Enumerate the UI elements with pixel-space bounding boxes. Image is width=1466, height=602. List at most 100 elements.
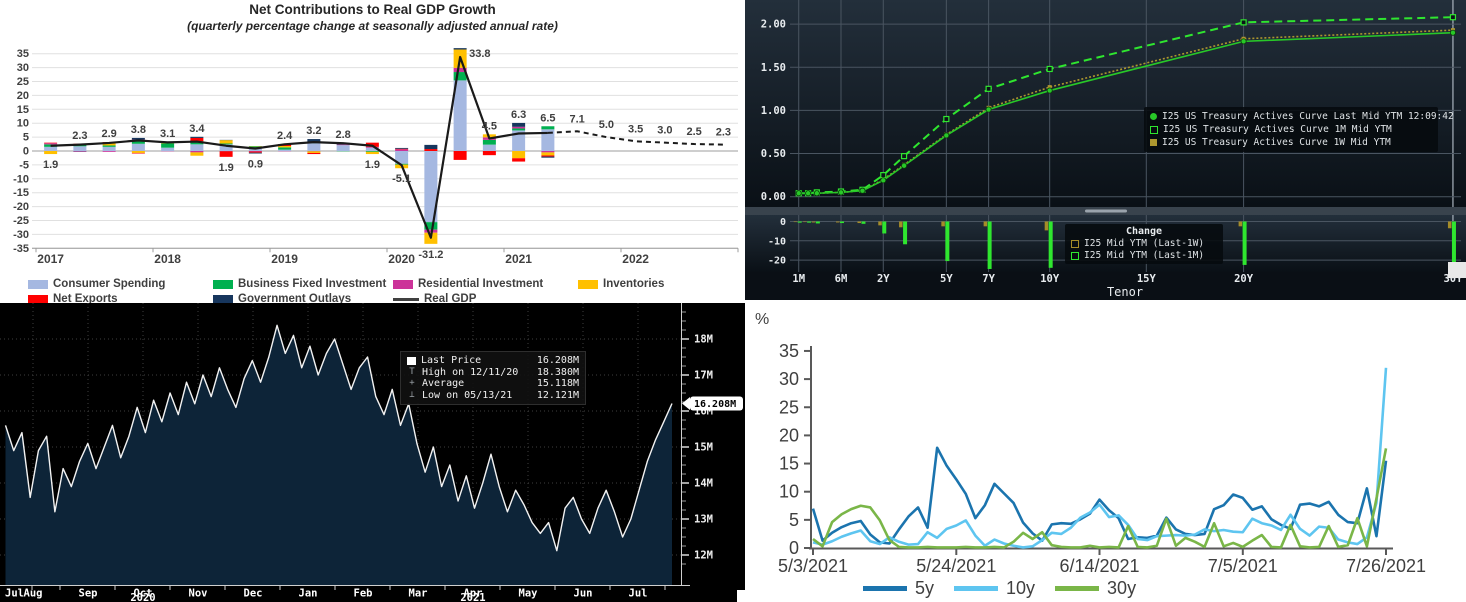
price-legend-value: 18.380M [536, 366, 579, 378]
gdp-chart-title: Net Contributions to Real GDP Growth [249, 2, 496, 17]
volume-bottom-axis[interactable]: Jul Aug Sep Oct Nov Dec Jan Feb Mar Apr May Jun Jul2… [0, 585, 690, 602]
volume-month-tick: Jul [629, 588, 648, 600]
volume-month-tick: Apr [464, 588, 483, 600]
curve-legend-row[interactable]: I25 US Treasury Actives Curve Last Mid Y… [1150, 110, 1454, 123]
price-legend-row: Last Price 16.208M [407, 355, 579, 367]
curve-legend-box[interactable]: I25 US Treasury Actives Curve Last Mid Y… [1144, 107, 1454, 152]
gdp-data-labels: 1.9 2.3 2.9 3.8 3.1 3.4 1.9 0.9 2.4 3.2 2.8 1.9 -5.1… [43, 48, 731, 261]
tails-legend-label: 10y [1006, 578, 1036, 598]
real-gdp-forecast-line [547, 130, 724, 146]
tenor-tick: 10Y [1040, 273, 1060, 285]
gdp-y-tick: 30 [17, 62, 29, 74]
change-legend-row[interactable]: I25 Mid YTM (Last-1W) [1071, 238, 1217, 250]
legend-item-inventories: Inventories [578, 278, 728, 290]
average-marker-icon: + [409, 378, 415, 388]
legend-item-government-outlays: Government Outlays [213, 293, 393, 303]
tails-x-tick: 5/24/2021 [916, 556, 996, 576]
price-legend-row: T High on 12/11/20 18.380M [407, 367, 579, 379]
tenor-tick: 20Y [1234, 273, 1254, 285]
tenor-axis-label: Tenor [1107, 285, 1143, 299]
gdp-y-tick: 5 [23, 132, 29, 144]
hollow-square-marker-icon [1071, 240, 1079, 248]
filled-square-marker-icon [1150, 139, 1157, 146]
volume-month-tick: Jun [574, 588, 593, 600]
tails-y-tick: 30 [779, 369, 799, 389]
gdp-chart-svg: 35 30 25 20 15 10 5 0-5 -10 -15 -20 -25 -30 -35 2017 20… [13, 48, 739, 266]
series-swatch [393, 279, 413, 289]
gdp-contributions-panel: Net Contributions to Real GDP Growth (qu… [0, 0, 745, 303]
volume-month-tick: Oct [134, 588, 153, 600]
filled-circle-marker-icon [1150, 113, 1157, 120]
gdp-year-label: 2021 [505, 252, 532, 266]
gdp-y-tick: 35 [17, 48, 29, 60]
hollow-square-marker-icon [1071, 252, 1079, 260]
percent-axis-label: % [755, 311, 769, 328]
series-swatch [1055, 586, 1100, 591]
curve-legend-row[interactable]: I25 US Treasury Actives Curve 1W Mid YTM [1150, 136, 1432, 149]
volume-month-tick: Feb [354, 588, 373, 600]
tails-y-tick: 0 [789, 538, 799, 558]
change-legend-box[interactable]: Change I25 Mid YTM (Last-1W) I25 Mid YTM … [1065, 224, 1223, 264]
svg-text:3.1: 3.1 [160, 128, 175, 140]
change-legend-label: I25 Mid YTM (Last-1M) [1084, 250, 1205, 261]
legend-item-business-fixed-investment: Business Fixed Investment [213, 278, 393, 290]
volume-year-tick: 2020 [130, 592, 155, 602]
real-gdp-line-swatch [393, 297, 419, 301]
gdp-y-tick: 15 [17, 104, 29, 116]
tails-legend: 5y 10y 30y [863, 578, 1136, 599]
legend-label: Government Outlays [238, 293, 352, 303]
volume-month-tick: Nov [189, 588, 208, 600]
hollow-square-marker-icon [1150, 125, 1158, 134]
svg-text:5.0: 5.0 [599, 119, 614, 131]
splitter-handle[interactable] [1085, 209, 1127, 213]
svg-text:6.5: 6.5 [540, 112, 555, 124]
volume-price-line [4, 324, 673, 552]
scroll-corner [737, 590, 745, 602]
curve-y-tick: 2.00 [761, 19, 786, 31]
tenor-tick: 5Y [940, 273, 953, 285]
price-legend-label: High on 12/11/20 [422, 366, 519, 378]
gdp-y-tick: -15 [13, 187, 29, 199]
gdp-year-label: 2018 [154, 252, 181, 266]
change-y-tick: -20 [768, 256, 786, 267]
curve-legend-row[interactable]: I25 US Treasury Actives Curve 1M Mid YTM [1150, 123, 1432, 136]
tails-x-tick: 6/14/2021 [1059, 556, 1139, 576]
high-marker-icon: T [409, 366, 415, 377]
volume-month-tick: Dec [244, 588, 263, 600]
price-legend-row: + Average 15.118M [407, 378, 579, 390]
change-legend-row[interactable]: I25 Mid YTM (Last-1M) [1071, 250, 1217, 262]
gdp-y-tick: 10 [17, 118, 29, 130]
gdp-y-tick: -20 [13, 201, 29, 213]
curve-legend-label: I25 US Treasury Actives Curve 1W Mid YTM [1162, 137, 1391, 148]
tails-series-5y [811, 446, 1388, 545]
legend-label: Real GDP [424, 293, 477, 303]
price-legend-label: Last Price [421, 355, 482, 366]
svg-text:2.9: 2.9 [101, 128, 116, 140]
tails-legend-item-10y: 10y [954, 578, 1035, 599]
price-legend-box[interactable]: Last Price 16.208M T High on 12/11/20 18.380… [400, 351, 586, 405]
svg-text:0.9: 0.9 [248, 159, 263, 171]
price-legend-label: Average [422, 378, 465, 389]
gdp-y-tick: -5 [19, 159, 29, 171]
gdp-gridlines: 35 30 25 20 15 10 5 0-5 -10 -15 -20 -25 -30 -35 [13, 48, 739, 255]
tenor-tick: 2Y [877, 273, 890, 285]
legend-label: Net Exports [53, 293, 118, 303]
gdp-year-label: 2017 [37, 252, 64, 266]
gdp-y-tick: -35 [13, 243, 29, 255]
gdp-y-tick: 25 [17, 76, 29, 88]
svg-text:7.1: 7.1 [569, 113, 584, 125]
volume-y-tick: 12M [694, 550, 713, 562]
gdp-legend: Consumer Spending Business Fixed Investme… [28, 278, 733, 303]
tails-legend-item-5y: 5y [863, 578, 934, 599]
gdp-y-tick: -30 [13, 229, 29, 241]
tails-legend-label: 5y [915, 578, 935, 598]
gdp-y-tick: -25 [13, 215, 29, 227]
last-swatch-icon [407, 356, 416, 365]
svg-text:3.2: 3.2 [306, 125, 321, 137]
tails-series-30y [812, 448, 1388, 549]
series-swatch [954, 586, 999, 591]
tails-x-tick: 5/3/2021 [778, 556, 848, 576]
price-legend-value: 15.118M [536, 378, 579, 389]
svg-text:1.9: 1.9 [365, 159, 380, 171]
svg-text:1.9: 1.9 [218, 162, 233, 174]
